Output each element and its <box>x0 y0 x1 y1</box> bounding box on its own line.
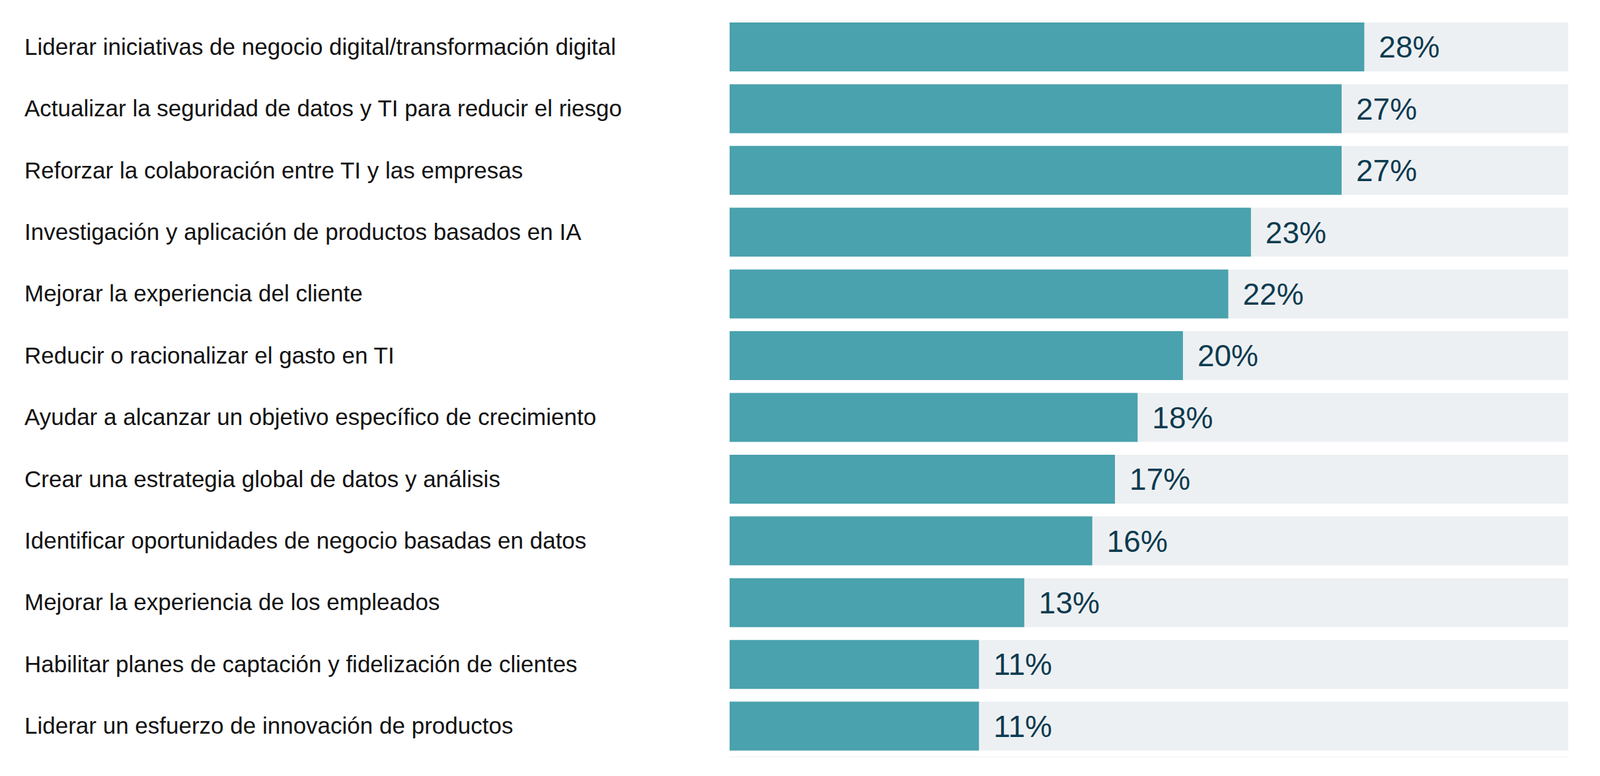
svg-text:28%: 28% <box>1378 29 1440 65</box>
svg-text:Reducir o racionalizar el gast: Reducir o racionalizar el gasto en TI <box>24 342 395 369</box>
svg-text:Investigación y aplicación de: Investigación y aplicación de productos … <box>24 218 582 245</box>
svg-text:11%: 11% <box>993 709 1053 744</box>
svg-text:27%: 27% <box>1356 91 1417 127</box>
svg-text:20%: 20% <box>1197 338 1259 373</box>
svg-text:17%: 17% <box>1129 461 1191 497</box>
svg-text:16%: 16% <box>1106 524 1168 559</box>
svg-text:Mejorar la experiencia de los: Mejorar la experiencia de los empleados <box>24 588 440 615</box>
svg-text:13%: 13% <box>1038 585 1100 620</box>
svg-text:27%: 27% <box>1356 153 1417 188</box>
svg-text:Liderar un esfuerzo de innovac: Liderar un esfuerzo de innovación de pro… <box>24 712 513 739</box>
svg-text:Identificar oportunidades de n: Identificar oportunidades de negocio bas… <box>24 527 587 554</box>
svg-text:18%: 18% <box>1151 400 1213 435</box>
svg-text:23%: 23% <box>1265 215 1327 250</box>
svg-text:22%: 22% <box>1243 276 1304 312</box>
svg-text:11%: 11% <box>993 647 1053 682</box>
svg-text:Mejorar la experiencia del cli: Mejorar la experiencia del cliente <box>24 280 363 306</box>
svg-text:Liderar iniciativas de negocio: Liderar iniciativas de negocio digital/t… <box>24 33 616 60</box>
svg-text:Crear una estrategia global de: Crear una estrategia global de datos y a… <box>24 465 501 492</box>
svg-text:Ayudar a alcanzar un objetivo: Ayudar a alcanzar un objetivo específico… <box>24 403 597 430</box>
svg-text:Habilitar planes de captación: Habilitar planes de captación y fideliza… <box>24 650 578 677</box>
svg-text:Reforzar la colaboración entre: Reforzar la colaboración entre TI y las … <box>24 157 523 184</box>
svg-text:Actualizar la seguridad de dat: Actualizar la seguridad de datos y TI pa… <box>24 95 622 121</box>
